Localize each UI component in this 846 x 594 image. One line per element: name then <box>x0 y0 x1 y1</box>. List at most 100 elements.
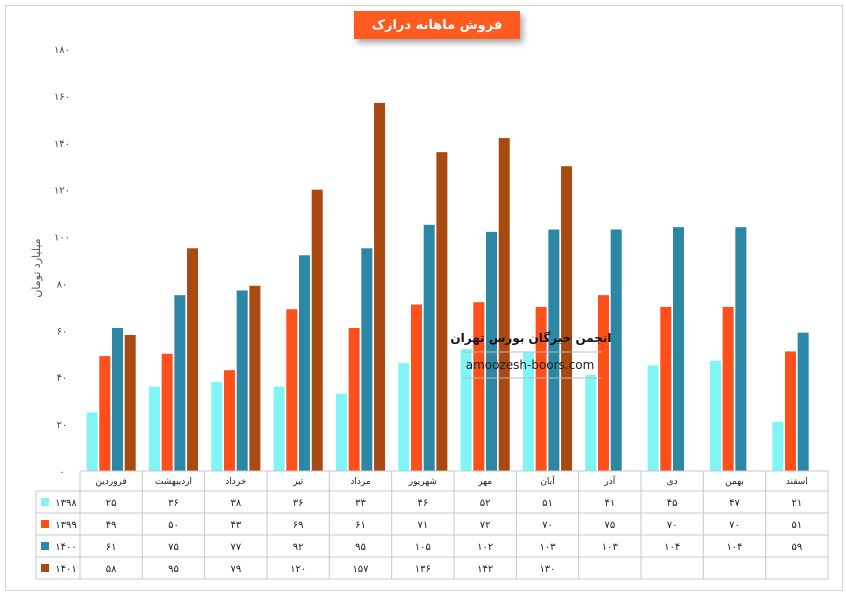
data-label: ۴۶ <box>417 498 428 509</box>
bar-۱۴۰۱-مرداد <box>374 102 386 471</box>
x-tick-label: فروردین <box>96 477 127 487</box>
bar-۱۳۹۹-فروردین <box>99 356 111 471</box>
data-label: ۷۲ <box>480 520 491 531</box>
bar-۱۳۹۸-آبان <box>522 351 534 471</box>
data-label: ۵۲ <box>480 498 491 509</box>
y-tick-label: ۱۴۰ <box>54 139 70 150</box>
data-label: ۷۵ <box>168 542 179 553</box>
bar-۱۳۹۹-دی <box>660 306 672 471</box>
bar-۱۴۰۱-تیر <box>311 189 323 471</box>
x-tick-label: دی <box>667 477 678 487</box>
legend-label: ۱۴۰۰ <box>55 542 76 553</box>
data-label: ۳۳ <box>355 498 366 509</box>
data-label: ۶۹ <box>293 520 304 531</box>
data-label: ۹۲ <box>293 542 304 553</box>
data-label: ۷۱ <box>417 520 428 531</box>
bar-۱۳۹۹-آذر <box>597 295 609 471</box>
bar-۱۳۹۸-اردیبهشت <box>148 386 160 471</box>
x-tick-label: بهمن <box>725 477 744 487</box>
data-label: ۲۱ <box>791 498 802 509</box>
y-tick-label: ۸۰ <box>57 279 68 290</box>
bar-۱۳۹۸-بهمن <box>709 360 721 471</box>
bar-۱۳۹۹-خرداد <box>223 370 235 471</box>
y-axis-label: میلیارد تومان <box>30 238 43 297</box>
data-label: ۶۱ <box>106 542 117 553</box>
y-tick-label: ۶۰ <box>57 326 68 337</box>
bar-۱۴۰۰-شهریور <box>423 224 435 471</box>
bar-۱۴۰۰-تیر <box>299 255 311 471</box>
x-tick-label: اسفند <box>786 477 808 487</box>
bar-۱۴۰۰-بهمن <box>735 227 747 471</box>
legend-swatch <box>41 520 49 528</box>
legend-label: ۱۳۹۸ <box>55 498 77 509</box>
data-label: ۱۰۴ <box>664 542 680 553</box>
data-label: ۷۵ <box>604 520 615 531</box>
bar-۱۴۰۰-آذر <box>610 229 622 471</box>
data-label: ۴۱ <box>604 498 615 509</box>
bar-۱۳۹۸-آذر <box>585 374 597 471</box>
bar-۱۴۰۰-خرداد <box>236 290 248 471</box>
data-label: ۱۳۰ <box>539 564 555 575</box>
chart-title: فروش ماهانه درازک <box>354 11 520 39</box>
bar-۱۴۰۰-اردیبهشت <box>174 295 186 471</box>
data-label: ۵۱ <box>542 498 553 509</box>
legend-swatch <box>41 498 49 506</box>
bar-۱۳۹۸-فروردین <box>86 412 98 471</box>
data-label: ۵۹ <box>791 542 802 553</box>
bar-۱۳۹۹-اردیبهشت <box>161 353 173 471</box>
data-label: ۱۰۲ <box>477 542 493 553</box>
bar-۱۴۰۰-مرداد <box>361 248 373 471</box>
bar-۱۳۹۸-تیر <box>273 386 285 471</box>
bar-۱۴۰۰-آبان <box>548 229 560 471</box>
bar-۱۳۹۹-آبان <box>535 306 547 471</box>
bar-۱۴۰۱-شهریور <box>436 152 448 471</box>
data-label: ۱۰۵ <box>415 542 431 553</box>
bar-۱۳۹۹-بهمن <box>722 306 734 471</box>
data-label: ۹۵ <box>168 564 179 575</box>
watermark-title: انجمن خبرگان بورس تهران <box>450 331 611 346</box>
data-label: ۱۵۷ <box>352 564 369 575</box>
bar-۱۴۰۱-آبان <box>561 166 573 471</box>
bar-۱۳۹۹-مهر <box>473 302 485 471</box>
y-tick-label: ۰ <box>59 467 64 478</box>
data-label: ۶۱ <box>355 520 366 531</box>
bar-۱۳۹۸-شهریور <box>398 363 410 471</box>
bar-۱۴۰۱-مهر <box>498 138 510 472</box>
bar-۱۳۹۹-اسفند <box>784 351 796 471</box>
y-tick-label: ۱۲۰ <box>54 186 70 197</box>
bar-۱۳۹۹-شهریور <box>410 304 422 471</box>
bar-۱۳۹۹-تیر <box>286 309 298 471</box>
bar-۱۴۰۱-فروردین <box>124 335 136 471</box>
legend-swatch <box>41 542 49 550</box>
bar-۱۳۹۸-دی <box>647 365 659 471</box>
data-label: ۱۲۰ <box>290 564 306 575</box>
bar-۱۳۹۸-خرداد <box>211 381 223 471</box>
data-label: ۳۶ <box>293 498 304 509</box>
bar-۱۴۰۱-خرداد <box>249 285 261 471</box>
y-tick-label: ۱۸۰ <box>54 45 70 56</box>
data-label: ۱۰۳ <box>602 542 619 553</box>
bar-۱۴۰۰-مهر <box>486 231 498 471</box>
data-label: ۵۰ <box>168 520 179 531</box>
data-label: ۲۵ <box>106 498 117 509</box>
y-tick-label: ۴۰ <box>57 373 68 384</box>
data-label: ۹۵ <box>355 542 366 553</box>
watermark-url: amoozesh-boors.com <box>466 358 595 372</box>
data-label: ۴۵ <box>667 498 678 509</box>
data-label: ۱۰۴ <box>726 542 742 553</box>
x-tick-label: آذر <box>603 475 615 487</box>
legend-label: ۱۴۰۱ <box>55 564 76 575</box>
data-label: ۳۸ <box>230 498 241 509</box>
data-label: ۷۹ <box>230 564 241 575</box>
y-tick-label: ۱۶۰ <box>54 92 70 103</box>
bar-۱۳۹۸-مرداد <box>335 393 347 471</box>
bar-۱۴۰۰-اسفند <box>797 332 809 471</box>
x-tick-label: تیر <box>292 477 304 487</box>
data-label: ۷۰ <box>729 520 740 531</box>
data-label: ۴۹ <box>106 520 117 531</box>
data-label: ۳۶ <box>168 498 179 509</box>
legend-swatch <box>41 564 49 572</box>
bar-۱۳۹۹-مرداد <box>348 327 360 471</box>
data-label: ۷۰ <box>542 520 553 531</box>
